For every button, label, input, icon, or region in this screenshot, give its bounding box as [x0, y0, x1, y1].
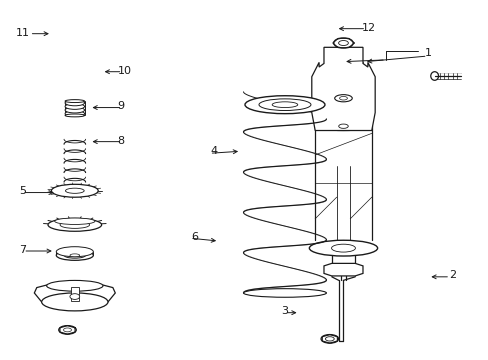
Ellipse shape [46, 280, 103, 291]
Ellipse shape [41, 293, 108, 311]
Ellipse shape [56, 247, 93, 257]
Ellipse shape [65, 111, 84, 117]
Ellipse shape [331, 244, 355, 252]
Ellipse shape [60, 221, 89, 228]
Polygon shape [34, 285, 115, 302]
Polygon shape [324, 264, 362, 276]
Ellipse shape [65, 107, 84, 113]
Ellipse shape [259, 99, 310, 111]
Ellipse shape [65, 188, 84, 193]
Ellipse shape [334, 95, 351, 102]
Ellipse shape [339, 96, 346, 100]
Ellipse shape [55, 218, 95, 225]
Ellipse shape [51, 184, 98, 197]
Text: 5: 5 [19, 186, 26, 196]
Ellipse shape [333, 38, 352, 48]
Text: 3: 3 [281, 306, 287, 316]
Ellipse shape [70, 294, 80, 300]
Text: 1: 1 [424, 48, 431, 58]
Bar [71, 287, 79, 301]
Text: 2: 2 [448, 270, 455, 280]
Ellipse shape [315, 122, 371, 131]
Ellipse shape [243, 289, 326, 297]
Text: 8: 8 [118, 136, 124, 145]
Ellipse shape [338, 41, 347, 45]
Ellipse shape [56, 250, 93, 260]
Text: 12: 12 [361, 23, 375, 33]
Ellipse shape [64, 252, 85, 258]
Text: 9: 9 [118, 102, 124, 112]
Text: 4: 4 [210, 146, 217, 156]
Text: 6: 6 [190, 232, 198, 242]
Ellipse shape [338, 124, 347, 129]
Text: 7: 7 [19, 245, 26, 255]
Ellipse shape [65, 100, 84, 103]
Text: 10: 10 [118, 66, 131, 76]
Ellipse shape [48, 219, 102, 231]
Ellipse shape [321, 334, 338, 343]
Text: 11: 11 [16, 28, 30, 38]
Ellipse shape [65, 104, 84, 109]
Ellipse shape [309, 240, 377, 256]
Polygon shape [311, 47, 374, 131]
Ellipse shape [272, 102, 297, 108]
Ellipse shape [65, 114, 84, 117]
Ellipse shape [70, 254, 80, 257]
Ellipse shape [65, 100, 84, 106]
Ellipse shape [430, 72, 438, 80]
Ellipse shape [244, 96, 325, 114]
Ellipse shape [59, 325, 76, 334]
